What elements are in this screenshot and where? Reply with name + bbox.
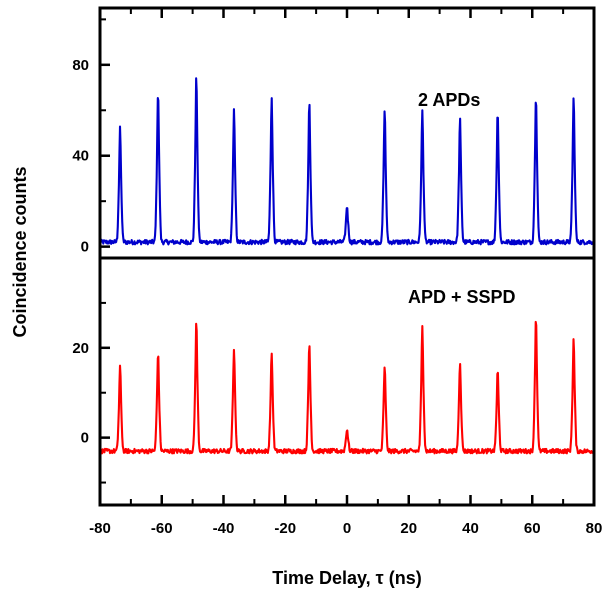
peak-point-top-1 <box>157 89 159 91</box>
peak-point-bottom-7 <box>384 365 386 367</box>
x-tick-label-5: 20 <box>400 520 417 537</box>
x-tick-label-6: 40 <box>462 520 479 537</box>
annotation-bottom: APD + SSPD <box>408 287 516 307</box>
x-tick-label-3: -20 <box>274 520 296 537</box>
peak-point-bottom-1 <box>157 351 159 353</box>
peak-point-top-6 <box>346 205 348 207</box>
y-tick-label-top-1: 40 <box>72 148 89 165</box>
peak-point-bottom-10 <box>497 369 499 371</box>
y-axis-label: Coincidence counts <box>10 166 30 337</box>
peak-point-top-5 <box>308 100 310 102</box>
plot-layer: 0 40 80 0 20 -80 -60 -40 -20 0 20 40 60 80 <box>72 6 603 537</box>
x-tick-label-2: -40 <box>213 520 235 537</box>
peak-point-top-11 <box>535 93 537 95</box>
peak-point-bottom-3 <box>233 347 235 349</box>
peak-point-top-2 <box>195 75 197 77</box>
peak-point-bottom-11 <box>535 315 537 317</box>
y-tick-label-bottom-0: 0 <box>81 430 89 447</box>
peak-point-bottom-6 <box>346 428 348 430</box>
x-tick-label-7: 60 <box>524 520 541 537</box>
y-tick-label-top-0: 0 <box>81 239 89 256</box>
annotation-top: 2 APDs <box>418 90 480 110</box>
series-line-top <box>99 77 595 246</box>
x-tick-label-4: 0 <box>343 520 351 537</box>
peak-point-top-10 <box>497 109 499 111</box>
x-tick-label-0: -80 <box>89 520 111 537</box>
x-axis-label: Time Delay, τ (ns) <box>272 568 421 588</box>
peak-point-bottom-5 <box>308 342 310 344</box>
x-tick-label-8: 80 <box>586 520 603 537</box>
series-line-bottom <box>98 320 595 455</box>
peak-point-bottom-9 <box>459 360 461 362</box>
x-tick-label-1: -60 <box>151 520 173 537</box>
peak-point-bottom-2 <box>195 320 197 322</box>
y-tick-label-bottom-1: 20 <box>72 340 89 357</box>
peak-point-top-12 <box>573 96 575 98</box>
peak-point-top-7 <box>384 107 386 109</box>
y-tick-label-top-2: 80 <box>72 57 89 74</box>
